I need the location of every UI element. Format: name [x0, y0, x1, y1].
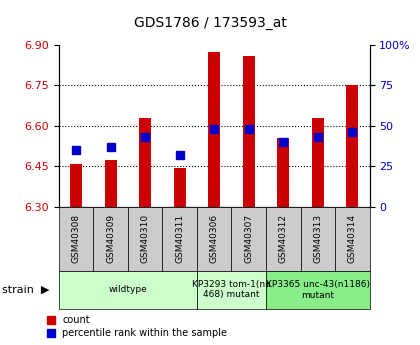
Text: GSM40313: GSM40313: [313, 214, 322, 264]
Bar: [301, 207, 335, 271]
Bar: [197, 271, 266, 309]
Bar: [266, 207, 301, 271]
Text: GSM40310: GSM40310: [141, 214, 150, 264]
Bar: [243, 56, 255, 207]
Text: GSM40311: GSM40311: [175, 214, 184, 264]
Bar: [277, 138, 289, 207]
Text: GSM40309: GSM40309: [106, 214, 115, 264]
Bar: [59, 207, 93, 271]
Text: strain  ▶: strain ▶: [2, 285, 50, 295]
Bar: [312, 118, 324, 207]
Bar: [197, 207, 231, 271]
Bar: [346, 86, 358, 207]
Text: GDS1786 / 173593_at: GDS1786 / 173593_at: [134, 16, 286, 30]
Text: GSM40307: GSM40307: [244, 214, 253, 264]
Text: GSM40314: GSM40314: [348, 214, 357, 264]
Text: GSM40312: GSM40312: [279, 214, 288, 264]
Legend: count, percentile rank within the sample: count, percentile rank within the sample: [47, 315, 227, 338]
Bar: [70, 164, 82, 207]
Bar: [231, 207, 266, 271]
Bar: [105, 160, 117, 207]
Bar: [93, 207, 128, 271]
Bar: [59, 271, 197, 309]
Bar: [163, 207, 197, 271]
Bar: [173, 168, 186, 207]
Bar: [266, 271, 370, 309]
Text: GSM40308: GSM40308: [71, 214, 81, 264]
Text: wildtype: wildtype: [108, 285, 147, 294]
Bar: [208, 52, 220, 207]
Bar: [139, 118, 151, 207]
Text: GSM40306: GSM40306: [210, 214, 219, 264]
Text: KP3365 unc-43(n1186)
mutant: KP3365 unc-43(n1186) mutant: [266, 280, 370, 299]
Text: KP3293 tom-1(nu
468) mutant: KP3293 tom-1(nu 468) mutant: [192, 280, 271, 299]
Bar: [335, 207, 370, 271]
Bar: [128, 207, 163, 271]
